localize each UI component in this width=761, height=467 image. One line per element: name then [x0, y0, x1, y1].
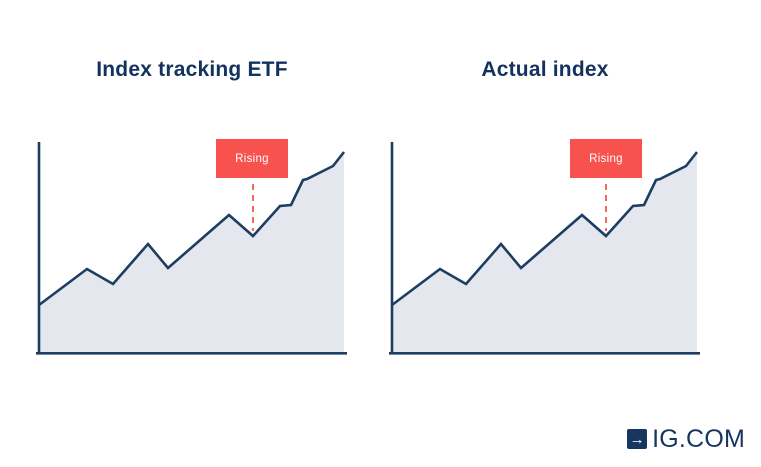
- etf-chart: [36, 140, 348, 356]
- rising-badge-etf: Rising: [216, 139, 288, 178]
- actual-index-area-fill: [392, 152, 697, 353]
- etf-price-line: [38, 151, 346, 307]
- rising-badge-actual-index: Rising: [570, 139, 642, 178]
- ig-logo: → IG.COM: [627, 425, 745, 453]
- chart-title-etf: Index tracking ETF: [96, 58, 288, 81]
- chart-title-actual-index: Actual index: [481, 58, 609, 81]
- etf-chart-svg: [36, 142, 347, 355]
- actual-index-chart: [389, 140, 701, 356]
- arrow-right-icon: →: [627, 429, 648, 449]
- actual-index-chart-svg: [389, 142, 700, 355]
- etf-area-fill: [39, 152, 344, 353]
- ig-logo-text: IG.COM: [652, 425, 745, 453]
- actual-index-price-line: [391, 151, 699, 307]
